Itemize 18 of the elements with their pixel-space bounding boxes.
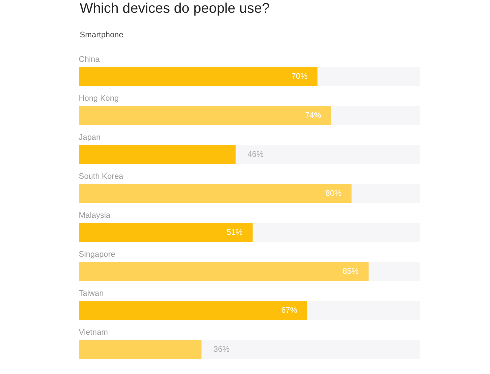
y-tick-label: Japan <box>79 133 101 142</box>
data-label: 67% <box>281 306 298 315</box>
y-tick-label: Malaysia <box>79 211 112 220</box>
y-tick-label: Hong Kong <box>79 94 120 103</box>
data-label: 46% <box>248 150 264 159</box>
data-label: 51% <box>226 228 243 237</box>
chart-subtitle: Smartphone <box>80 30 124 40</box>
y-tick-label: Singapore <box>79 250 116 259</box>
data-label: 36% <box>214 345 230 354</box>
chart-title: Which devices do people use? <box>80 0 270 16</box>
y-tick-label: South Korea <box>79 172 124 181</box>
data-label: 85% <box>342 267 359 276</box>
y-tick-label: Vietnam <box>79 328 109 337</box>
data-label: 74% <box>305 111 322 120</box>
y-tick-label: China <box>79 55 100 64</box>
data-label: 70% <box>292 72 308 81</box>
y-tick-label: Taiwan <box>79 289 104 298</box>
data-label: 80% <box>326 189 342 198</box>
